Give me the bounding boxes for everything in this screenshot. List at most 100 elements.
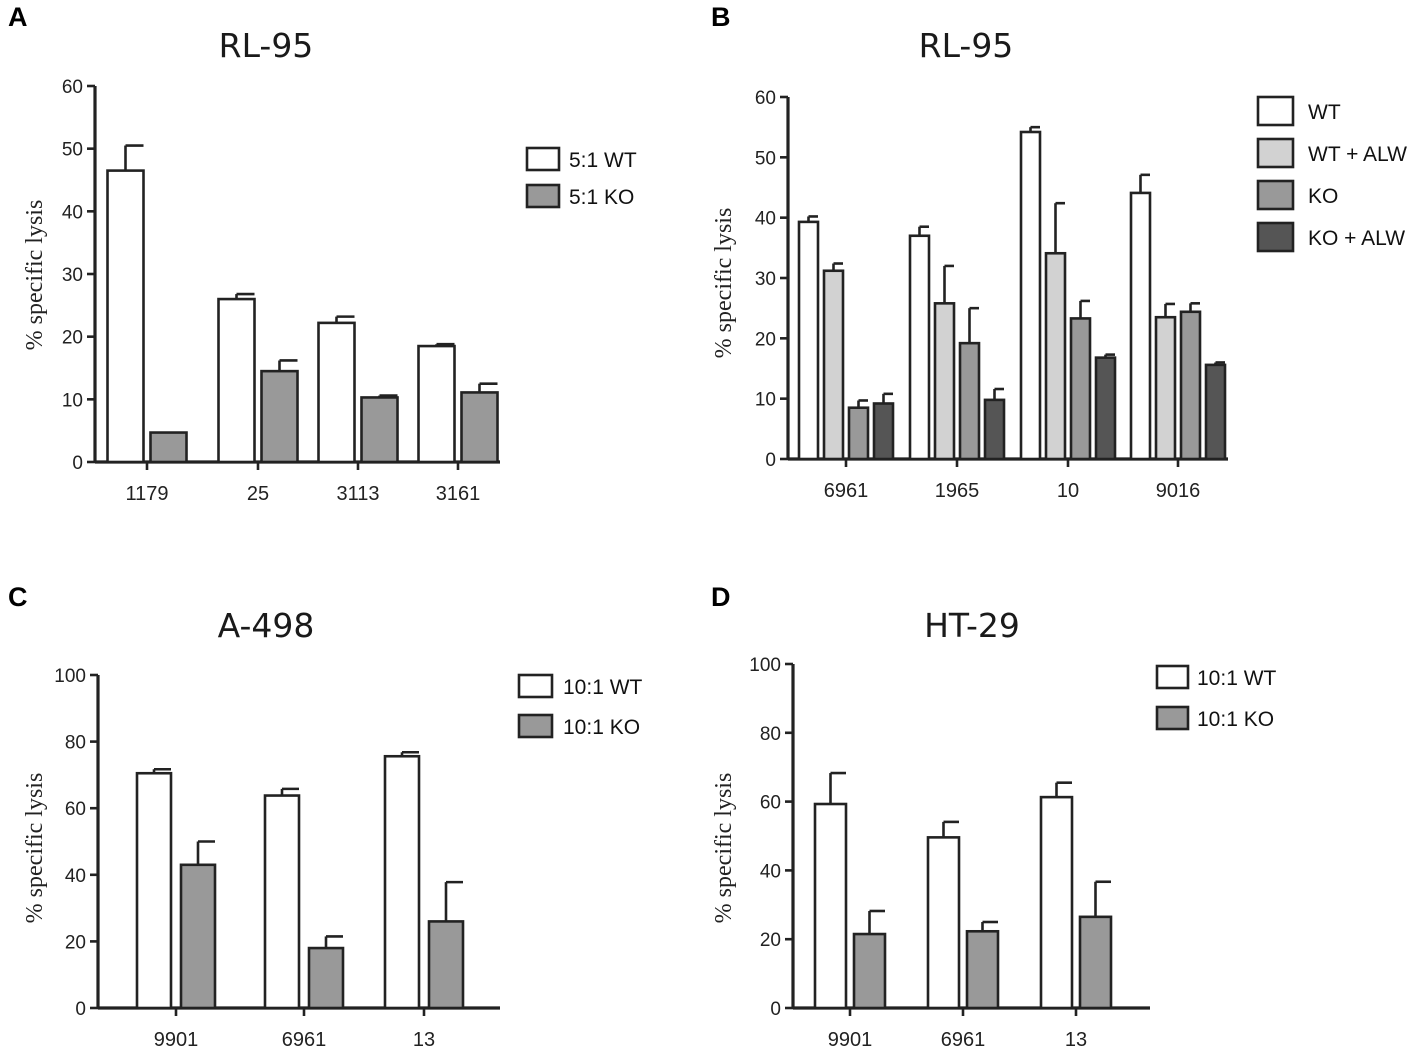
y-tick-label: 30 <box>62 265 83 286</box>
y-tick-label: 60 <box>760 793 781 814</box>
legend-label: KO <box>1308 185 1338 208</box>
bar <box>926 836 961 1010</box>
legend-label: WT <box>1308 101 1341 124</box>
bar <box>822 269 845 461</box>
y-tick-label: 60 <box>755 88 776 109</box>
category-label: 1965 <box>935 480 980 502</box>
bar <box>797 220 820 461</box>
legend-label: 10:1 WT <box>563 676 643 699</box>
bar <box>1019 130 1042 461</box>
bar <box>460 391 499 464</box>
category-label: 9016 <box>1156 480 1201 502</box>
bar <box>1069 317 1092 461</box>
y-tick-label: 10 <box>62 390 83 411</box>
bar <box>908 234 931 461</box>
category-label: 1179 <box>125 483 168 505</box>
y-tick-label: 10 <box>755 390 776 411</box>
legend-swatch <box>525 183 561 209</box>
legend-label: 10:1 KO <box>1197 708 1274 731</box>
bar <box>965 929 1000 1010</box>
bar <box>427 920 465 1010</box>
category-label: 9901 <box>154 1029 199 1051</box>
bar <box>106 169 145 464</box>
category-label: 6961 <box>824 480 869 502</box>
category-label: 3113 <box>336 483 379 505</box>
bar <box>933 302 956 461</box>
panel-letter: D <box>711 582 731 612</box>
legend-swatch <box>525 146 561 172</box>
y-axis-label: % specific lysis <box>711 208 737 359</box>
bar <box>852 932 887 1010</box>
bar <box>1094 356 1117 461</box>
y-tick-label: 40 <box>65 866 86 887</box>
y-tick-label: 80 <box>65 733 86 754</box>
bar <box>813 802 848 1010</box>
panel-letter: B <box>711 2 731 32</box>
y-axis-label: % specific lysis <box>22 200 48 351</box>
bar <box>417 344 456 464</box>
bar <box>135 771 173 1010</box>
y-tick-label: 40 <box>62 202 83 223</box>
bar <box>1204 363 1227 461</box>
bar <box>217 297 256 464</box>
legend-swatch <box>1256 179 1295 211</box>
y-tick-label: 100 <box>54 666 86 687</box>
panel-a: A RL-95 % specific lysis 0 10 20 30 40 50 60 1179 2… <box>8 2 637 505</box>
category-label: 9901 <box>828 1029 873 1051</box>
y-tick-label: 60 <box>65 799 86 820</box>
category-label: 13 <box>1065 1029 1087 1051</box>
y-tick-label: 80 <box>760 724 781 745</box>
panel-c: C A-498 % specific lysis 0 20 40 60 80 100 9901 69… <box>8 582 643 1051</box>
panel-letter: C <box>8 582 28 612</box>
y-axis-label: % specific lysis <box>22 773 48 924</box>
category-label: 10 <box>1057 480 1079 502</box>
legend-swatch <box>1256 95 1295 127</box>
bar <box>1179 310 1202 461</box>
y-tick-label: 50 <box>62 140 83 161</box>
bar <box>383 754 421 1010</box>
bar <box>1129 191 1152 461</box>
y-tick-label: 40 <box>760 861 781 882</box>
y-tick-label: 0 <box>75 999 86 1020</box>
panel-b: B RL-95 % specific lysis 0 10 20 30 40 50 60 6961 1… <box>711 2 1407 502</box>
y-tick-label: 20 <box>65 932 86 953</box>
chart-title: RL-95 <box>919 26 1014 65</box>
y-tick-label: 0 <box>72 453 83 474</box>
y-tick-label: 60 <box>62 77 83 98</box>
panel-d: D HT-29 % specific lysis 0 20 40 60 80 100 9901 69… <box>711 582 1277 1051</box>
bar <box>1078 915 1113 1010</box>
bar <box>1044 251 1067 461</box>
y-tick-label: 30 <box>755 269 776 290</box>
legend-label: 10:1 KO <box>563 716 640 739</box>
bar <box>360 396 399 464</box>
y-tick-label: 0 <box>765 450 776 471</box>
legend-label: 10:1 WT <box>1197 667 1277 690</box>
legend-label: KO + ALW <box>1308 227 1405 250</box>
legend-swatch <box>1155 664 1190 690</box>
bar <box>263 794 301 1010</box>
bar <box>958 341 981 461</box>
category-label: 3161 <box>436 483 481 505</box>
bar <box>847 406 870 461</box>
chart-title: HT-29 <box>924 606 1020 645</box>
bar <box>317 321 356 464</box>
legend-swatch <box>517 713 554 739</box>
bar <box>307 946 345 1010</box>
bar <box>1039 795 1074 1010</box>
category-label: 13 <box>413 1029 435 1051</box>
chart-title: RL-95 <box>219 26 314 65</box>
y-tick-label: 20 <box>760 930 781 951</box>
bar <box>260 369 299 464</box>
y-tick-label: 20 <box>62 328 83 349</box>
y-tick-label: 100 <box>749 655 781 676</box>
legend-label: 5:1 KO <box>569 186 634 209</box>
y-tick-label: 40 <box>755 209 776 230</box>
category-label: 6961 <box>941 1029 986 1051</box>
y-tick-label: 20 <box>755 329 776 350</box>
category-label: 6961 <box>282 1029 327 1051</box>
legend-swatch <box>517 673 554 699</box>
bar <box>149 431 188 464</box>
bar <box>872 402 895 461</box>
legend-swatch <box>1256 137 1295 169</box>
